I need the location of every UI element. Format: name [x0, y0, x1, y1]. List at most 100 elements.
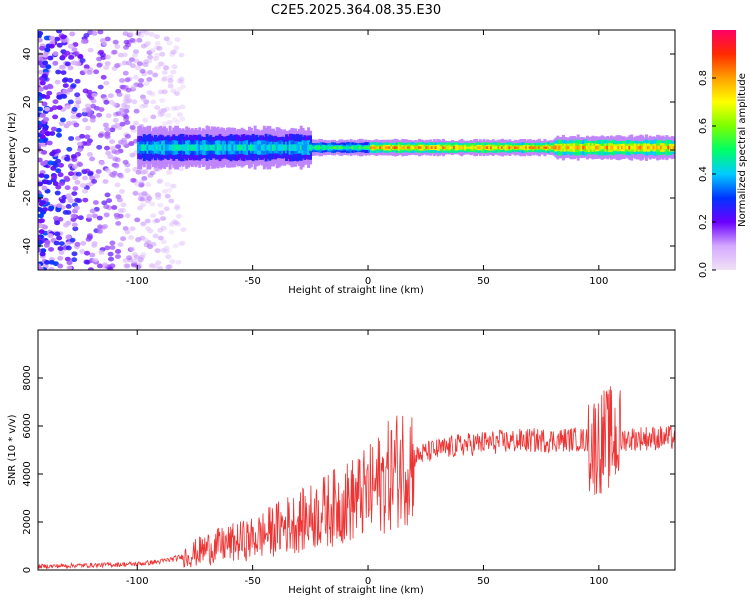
spectrogram-noise-cell	[133, 49, 139, 54]
spectrogram-ridge-cell	[170, 144, 174, 151]
spectrogram-noise-cell	[122, 159, 129, 165]
spectrogram-noise-cell	[124, 77, 131, 83]
spectrogram-noise-cell	[124, 93, 131, 99]
spectrogram-ridge-cell	[301, 144, 305, 151]
spectrogram-ridge-cell	[200, 144, 203, 151]
spectrogram-ridge-cell	[499, 146, 503, 149]
spectrogram-noise-cell	[138, 78, 145, 83]
spectrogram-ridge-cell	[488, 146, 492, 149]
spectrogram-noise-cell	[158, 210, 165, 216]
spectrogram-noise-cell	[77, 215, 84, 221]
spectrogram-noise-cell	[164, 182, 171, 187]
spectrogram-ridge-cell	[183, 144, 187, 152]
spectrogram-noise-cell	[145, 182, 152, 188]
spectrogram-ridge-cell	[587, 145, 591, 150]
spectrogram-ridge-cell	[364, 146, 368, 149]
spectrogram-ridge-cell	[333, 146, 336, 149]
spectrogram-ridge-cell	[438, 146, 442, 149]
spectrogram-noise-cell	[179, 116, 186, 122]
spectrogram-ridge-cell	[515, 146, 519, 149]
spectrogram-noise-cell	[64, 256, 71, 262]
spectrogram-noise-cell	[103, 99, 110, 105]
snr-y-label: SNR (10 * v/v)	[7, 414, 18, 485]
spectrogram-noise-cell	[46, 90, 53, 96]
spectrogram-ridge-cell	[554, 145, 558, 150]
spectrogram-noise-cell	[178, 76, 185, 82]
spectrogram-noise-cell	[174, 221, 181, 227]
spectrogram-noise-cell	[96, 215, 103, 221]
spectrogram-ridge-cell	[397, 146, 401, 149]
spectrogram-ridge-cell	[211, 144, 215, 151]
spectrogram-noise-cell	[119, 84, 126, 90]
spectrogram-noise-cell	[137, 257, 144, 263]
spectrogram-ridge-cell	[331, 146, 335, 149]
spectrogram-noise-cell	[152, 218, 158, 224]
spectrogram-ridge-cell	[246, 144, 250, 151]
spectrogram-noise-cell	[123, 39, 130, 45]
spectrogram-ridge-cell	[253, 145, 257, 151]
spectrogram-noise-cell	[56, 203, 63, 209]
spectrogram-ridge-cell	[443, 146, 447, 149]
spectrogram-ridge-cell	[362, 146, 366, 149]
spectrogram-noise-cell	[73, 51, 80, 56]
spectrogram-noise-cell	[143, 81, 150, 86]
spectrogram-ridge-cell	[565, 145, 569, 150]
spectrogram-noise-cell	[167, 80, 174, 85]
spectrogram-noise-cell	[157, 202, 164, 208]
spectrogram-ridge-cell	[395, 146, 399, 149]
spectrogram-ridge-cell	[360, 146, 364, 149]
spectrogram-noise-cell	[147, 173, 154, 178]
colorbar-tick-label: 0.4	[698, 166, 709, 182]
spectrogram-noise-cell	[41, 73, 48, 79]
spectrogram-ridge-cell	[489, 146, 493, 149]
spectrogram-ridge-cell	[454, 146, 458, 149]
spectrogram-noise-cell	[120, 202, 127, 208]
spectrogram-noise-cell	[119, 121, 126, 127]
spectrogram-ridge-cell	[342, 146, 346, 149]
spectrogram-ridge-cell	[445, 146, 449, 149]
spectrogram-ridge-cell	[382, 146, 386, 149]
spectrogram-noise-cell	[104, 36, 111, 42]
spectrogram-noise-cell	[138, 192, 144, 198]
spectrogram-noise-cell	[66, 146, 73, 152]
spectrogram-y-tick-label: 20	[22, 96, 33, 109]
spectrogram-ridge-cell	[323, 146, 327, 149]
spectrogram-noise-cell	[157, 227, 164, 233]
spectrogram-ridge-cell	[429, 146, 432, 149]
spectrogram-noise-cell	[93, 105, 100, 111]
spectrogram-noise-cell	[106, 198, 113, 204]
spectrogram-ridge-cell	[201, 145, 205, 151]
spectrogram-ridge-cell	[314, 146, 318, 149]
spectrogram-noise-cell	[131, 99, 138, 105]
spectrogram-noise-cell	[98, 250, 105, 255]
spectrogram-noise-cell	[152, 233, 159, 239]
spectrogram-noise-cell	[38, 52, 43, 57]
spectrogram-noise-cell	[51, 126, 57, 132]
spectrogram-noise-cell	[66, 265, 73, 270]
spectrogram-ridge-cell	[512, 146, 516, 149]
spectrogram-ridge-cell	[469, 146, 473, 149]
spectrogram-ridge-cell	[373, 146, 377, 149]
spectrogram-noise-cell	[170, 69, 177, 75]
spectrogram-ridge-cell	[460, 146, 464, 149]
spectrogram-noise-cell	[76, 112, 82, 118]
snr-y-tick-label: 2000	[22, 509, 33, 534]
spectrogram-noise-cell	[160, 239, 167, 245]
spectrogram-noise-cell	[146, 50, 153, 55]
spectrogram-noise-cell	[139, 68, 146, 74]
spectrogram-ridge-cell	[628, 145, 632, 150]
spectrogram-noise-cell	[163, 64, 170, 70]
spectrogram-noise-cell	[135, 264, 142, 270]
spectrogram-noise-cell	[114, 44, 121, 49]
spectrogram-ridge-cell	[410, 146, 414, 149]
spectrogram-ridge-cell	[144, 144, 148, 151]
spectrogram-noise-cell	[172, 243, 179, 249]
spectrogram-noise-cell	[54, 190, 61, 196]
spectrogram-noise-cell	[57, 263, 64, 269]
spectrogram-noise-cell	[85, 107, 92, 112]
spectrogram-ridge-cell	[432, 146, 436, 149]
spectrogram-noise-cell	[165, 113, 172, 118]
spectrogram-noise-cell	[59, 55, 66, 60]
spectrogram-ridge-cell	[591, 145, 595, 150]
